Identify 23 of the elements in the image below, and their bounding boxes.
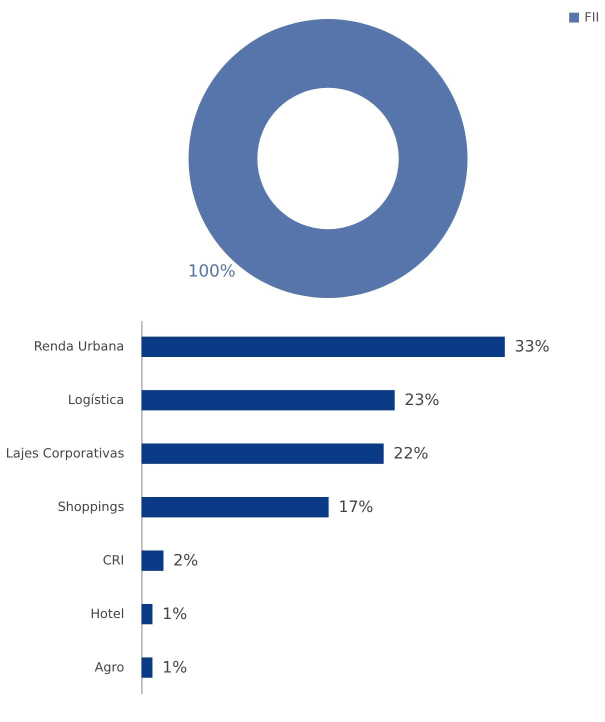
data-label: 17% [338,497,374,516]
bar [141,657,152,678]
bar [141,604,152,624]
data-label: 2% [173,550,198,570]
y-tick-label: Agro [94,660,124,676]
bar [141,390,395,410]
y-tick-label: Shoppings [58,500,125,516]
bar [141,497,329,518]
data-label: 23% [404,390,440,410]
y-tick-label: Lajes Corporativas [6,446,125,462]
data-label: 33% [514,336,550,356]
y-tick-label: Logística [68,393,124,408]
data-label: 100% [188,261,236,280]
bar [141,336,505,357]
data-label: 1% [162,658,188,677]
y-tick-label: CRI [102,554,124,569]
data-label: 1% [162,604,188,624]
bar [141,444,384,464]
y-tick-label: Hotel [90,607,124,622]
legend-label: FII [584,10,600,26]
data-label: 22% [394,444,428,463]
y-tick-label: Renda Urbana [34,340,124,355]
bar [141,550,164,571]
